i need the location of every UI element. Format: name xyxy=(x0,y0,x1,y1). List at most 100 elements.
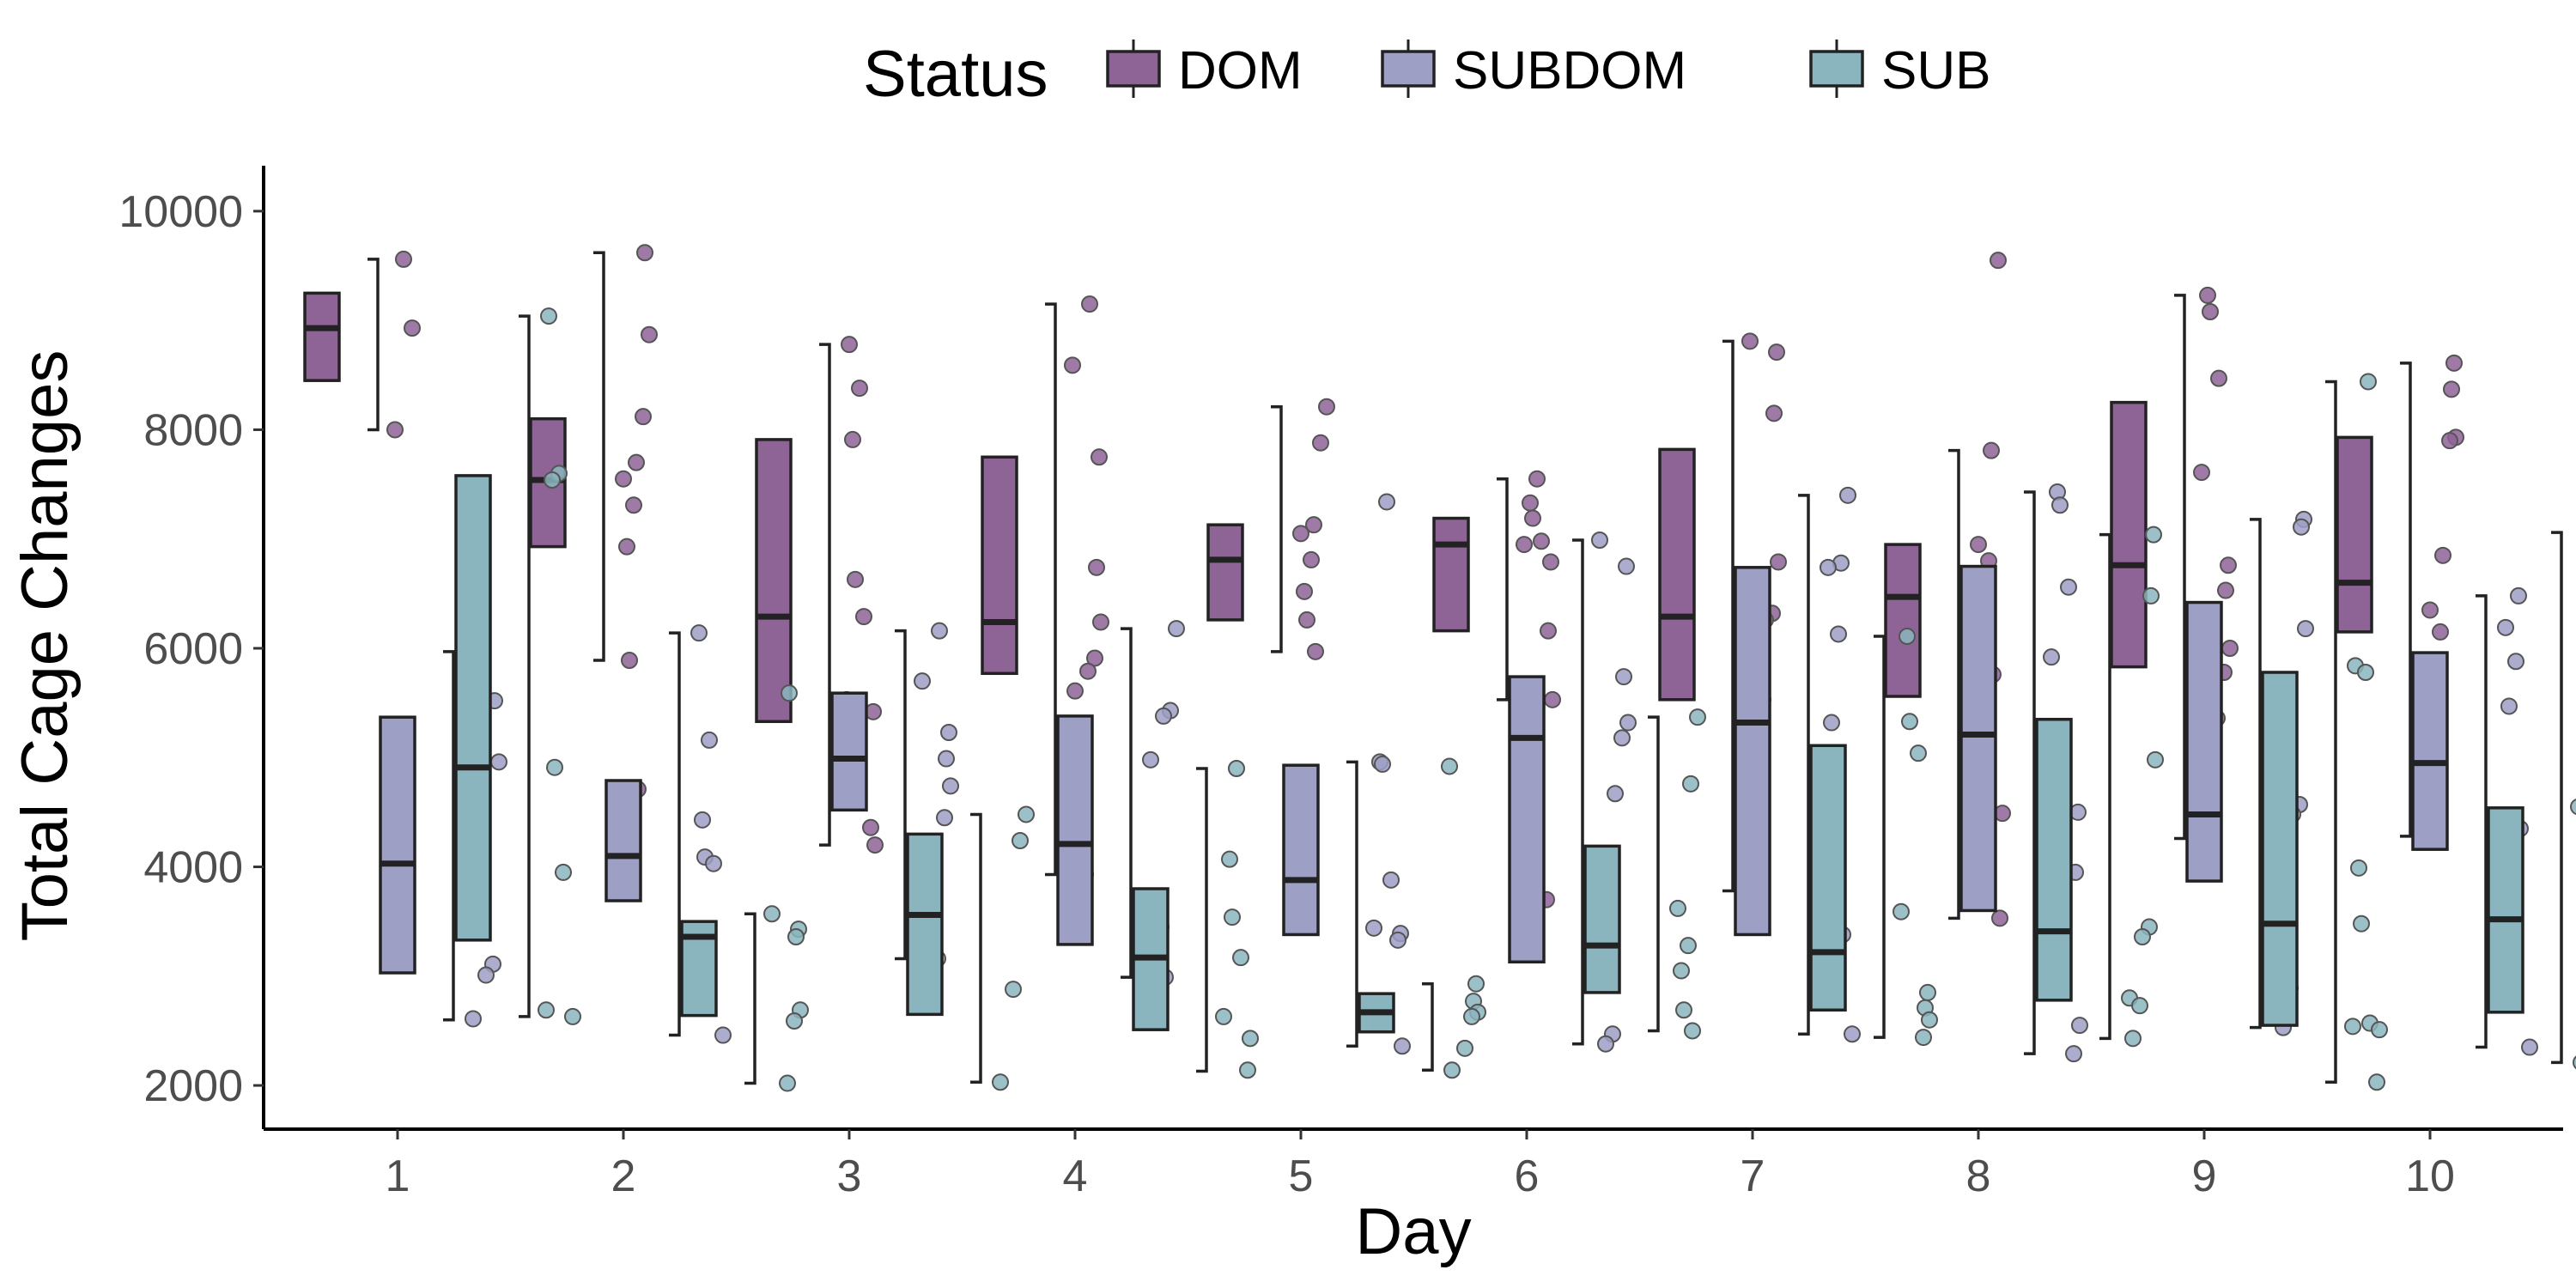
data-point xyxy=(1844,1025,1861,1043)
box xyxy=(2261,671,2299,1027)
series-dom xyxy=(303,244,2464,927)
data-point xyxy=(1684,1022,1701,1040)
data-point xyxy=(1224,908,1241,927)
data-point xyxy=(2043,648,2060,666)
data-point xyxy=(2421,601,2439,619)
data-point xyxy=(1607,785,1624,803)
box xyxy=(1734,566,1771,937)
data-point xyxy=(1591,532,1608,549)
data-point xyxy=(2124,1030,2142,1048)
legend-label: SUB xyxy=(1881,41,1990,100)
box xyxy=(1884,543,1922,698)
data-point xyxy=(2432,623,2449,641)
y-axis-title: Total Cage Changes xyxy=(9,350,82,942)
data-point xyxy=(2293,518,2310,536)
data-point xyxy=(787,928,805,945)
whisker xyxy=(2551,531,2563,1065)
whisker xyxy=(819,343,831,847)
box xyxy=(981,455,1018,676)
whisker xyxy=(1346,760,1358,1048)
plot-area xyxy=(303,244,2576,1092)
data-point xyxy=(490,753,507,771)
data-point xyxy=(931,622,948,640)
data-point xyxy=(866,836,884,854)
data-point xyxy=(1292,525,1309,543)
data-point xyxy=(2202,303,2219,320)
box xyxy=(1583,844,1621,994)
data-point xyxy=(1921,1011,1938,1029)
whisker xyxy=(1798,494,1810,1036)
data-point xyxy=(1312,434,1329,452)
data-point xyxy=(1079,662,1097,680)
whisker xyxy=(2024,490,2036,1055)
data-point xyxy=(538,1001,555,1019)
data-point xyxy=(1522,494,1539,512)
data-point xyxy=(465,1010,482,1028)
box xyxy=(2035,717,2073,1002)
data-point xyxy=(1456,1039,1473,1057)
data-point xyxy=(1770,553,1787,571)
data-point xyxy=(1768,343,1785,361)
y-tick-label: 2000 xyxy=(143,1061,243,1111)
data-point xyxy=(2065,1045,2082,1063)
data-point xyxy=(2441,432,2458,450)
data-point xyxy=(2221,640,2239,657)
whisker xyxy=(2400,361,2412,838)
data-point xyxy=(2507,653,2524,671)
data-point xyxy=(1012,832,1029,849)
data-point xyxy=(1086,649,1103,667)
whisker xyxy=(895,629,907,961)
data-point xyxy=(1441,757,1458,775)
legend-title: Status xyxy=(863,38,1048,111)
box xyxy=(1658,447,1696,702)
data-point xyxy=(2060,578,2077,596)
legend-item-sub: SUB xyxy=(1809,39,1990,100)
data-point xyxy=(564,1007,581,1025)
data-point xyxy=(1689,708,1706,726)
data-point xyxy=(1091,448,1108,466)
whisker xyxy=(2476,594,2488,1049)
series-sub xyxy=(454,307,2576,1092)
data-point xyxy=(1305,516,1322,534)
data-point xyxy=(1741,332,1759,350)
data-point xyxy=(2371,1021,2388,1039)
data-point xyxy=(615,470,632,488)
whisker xyxy=(744,912,756,1085)
data-point xyxy=(2220,556,2237,574)
box xyxy=(379,715,416,975)
whisker xyxy=(1422,981,1434,1072)
x-tick-label: 1 xyxy=(386,1151,410,1201)
box xyxy=(2336,435,2373,634)
data-point xyxy=(1516,536,1533,554)
data-point xyxy=(2217,581,2234,599)
whisker xyxy=(593,251,605,662)
data-point xyxy=(1618,557,1635,575)
data-point xyxy=(1232,949,1249,967)
whisker xyxy=(2099,532,2111,1041)
data-point xyxy=(625,496,642,514)
data-point xyxy=(1991,909,2008,927)
whisker xyxy=(2325,380,2337,1084)
data-point xyxy=(1296,582,1313,600)
data-point xyxy=(940,724,957,741)
data-point xyxy=(386,421,404,439)
data-point xyxy=(1765,404,1783,422)
whisker xyxy=(2250,518,2262,1030)
data-point xyxy=(635,408,652,426)
data-point xyxy=(1092,613,1109,631)
data-point xyxy=(1389,931,1406,949)
data-point xyxy=(1318,398,1335,416)
legend-item-dom: DOM xyxy=(1106,39,1303,100)
data-point xyxy=(1528,470,1546,488)
y-tick-label: 10000 xyxy=(118,187,243,237)
data-point xyxy=(1680,937,1697,955)
data-point xyxy=(641,325,658,343)
data-point xyxy=(1544,690,1561,708)
data-point xyxy=(1155,707,1172,725)
x-axis-title: Day xyxy=(1355,1195,1471,1268)
data-point xyxy=(855,608,872,626)
x-axis-ticks: 1 2 3 4 5 6 7 8 9 10 xyxy=(386,1129,2455,1201)
data-point xyxy=(1901,713,1918,731)
whisker xyxy=(1874,635,1886,1039)
data-point xyxy=(1374,755,1391,773)
